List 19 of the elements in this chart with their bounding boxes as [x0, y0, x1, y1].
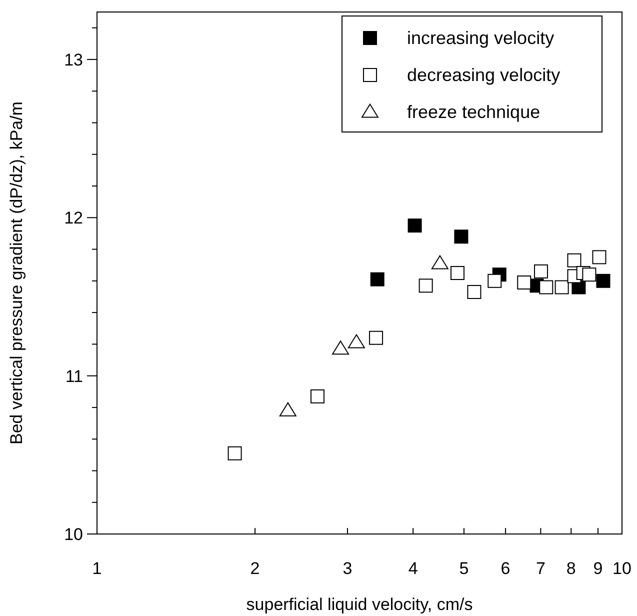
x-axis-title: superficial liquid velocity, cm/s [246, 595, 473, 614]
x-tick-label: 6 [500, 559, 510, 578]
legend-label: increasing velocity [407, 28, 554, 48]
y-tick-label: 10 [64, 525, 83, 544]
y-tick-label: 11 [65, 366, 83, 386]
legend-label: freeze technique [407, 102, 540, 122]
x-tick-label: 1 [92, 559, 102, 578]
x-tick-label: 2 [250, 559, 260, 578]
y-tick-label: 13 [64, 50, 83, 70]
x-tick-label: 7 [536, 559, 546, 578]
x-tick-label: 5 [459, 559, 469, 578]
x-tick-label: 8 [566, 559, 576, 578]
x-tick-label: 10 [612, 559, 632, 578]
x-tick-label: 9 [593, 559, 603, 578]
x-tick-label: 3 [342, 559, 352, 578]
y-tick-label: 12 [64, 208, 83, 228]
y-axis-title: Bed vertical pressure gradient (dP/dz), kPa/m [7, 102, 26, 444]
x-tick-label: 4 [408, 559, 418, 578]
legend-label: decreasing velocity [407, 65, 560, 85]
